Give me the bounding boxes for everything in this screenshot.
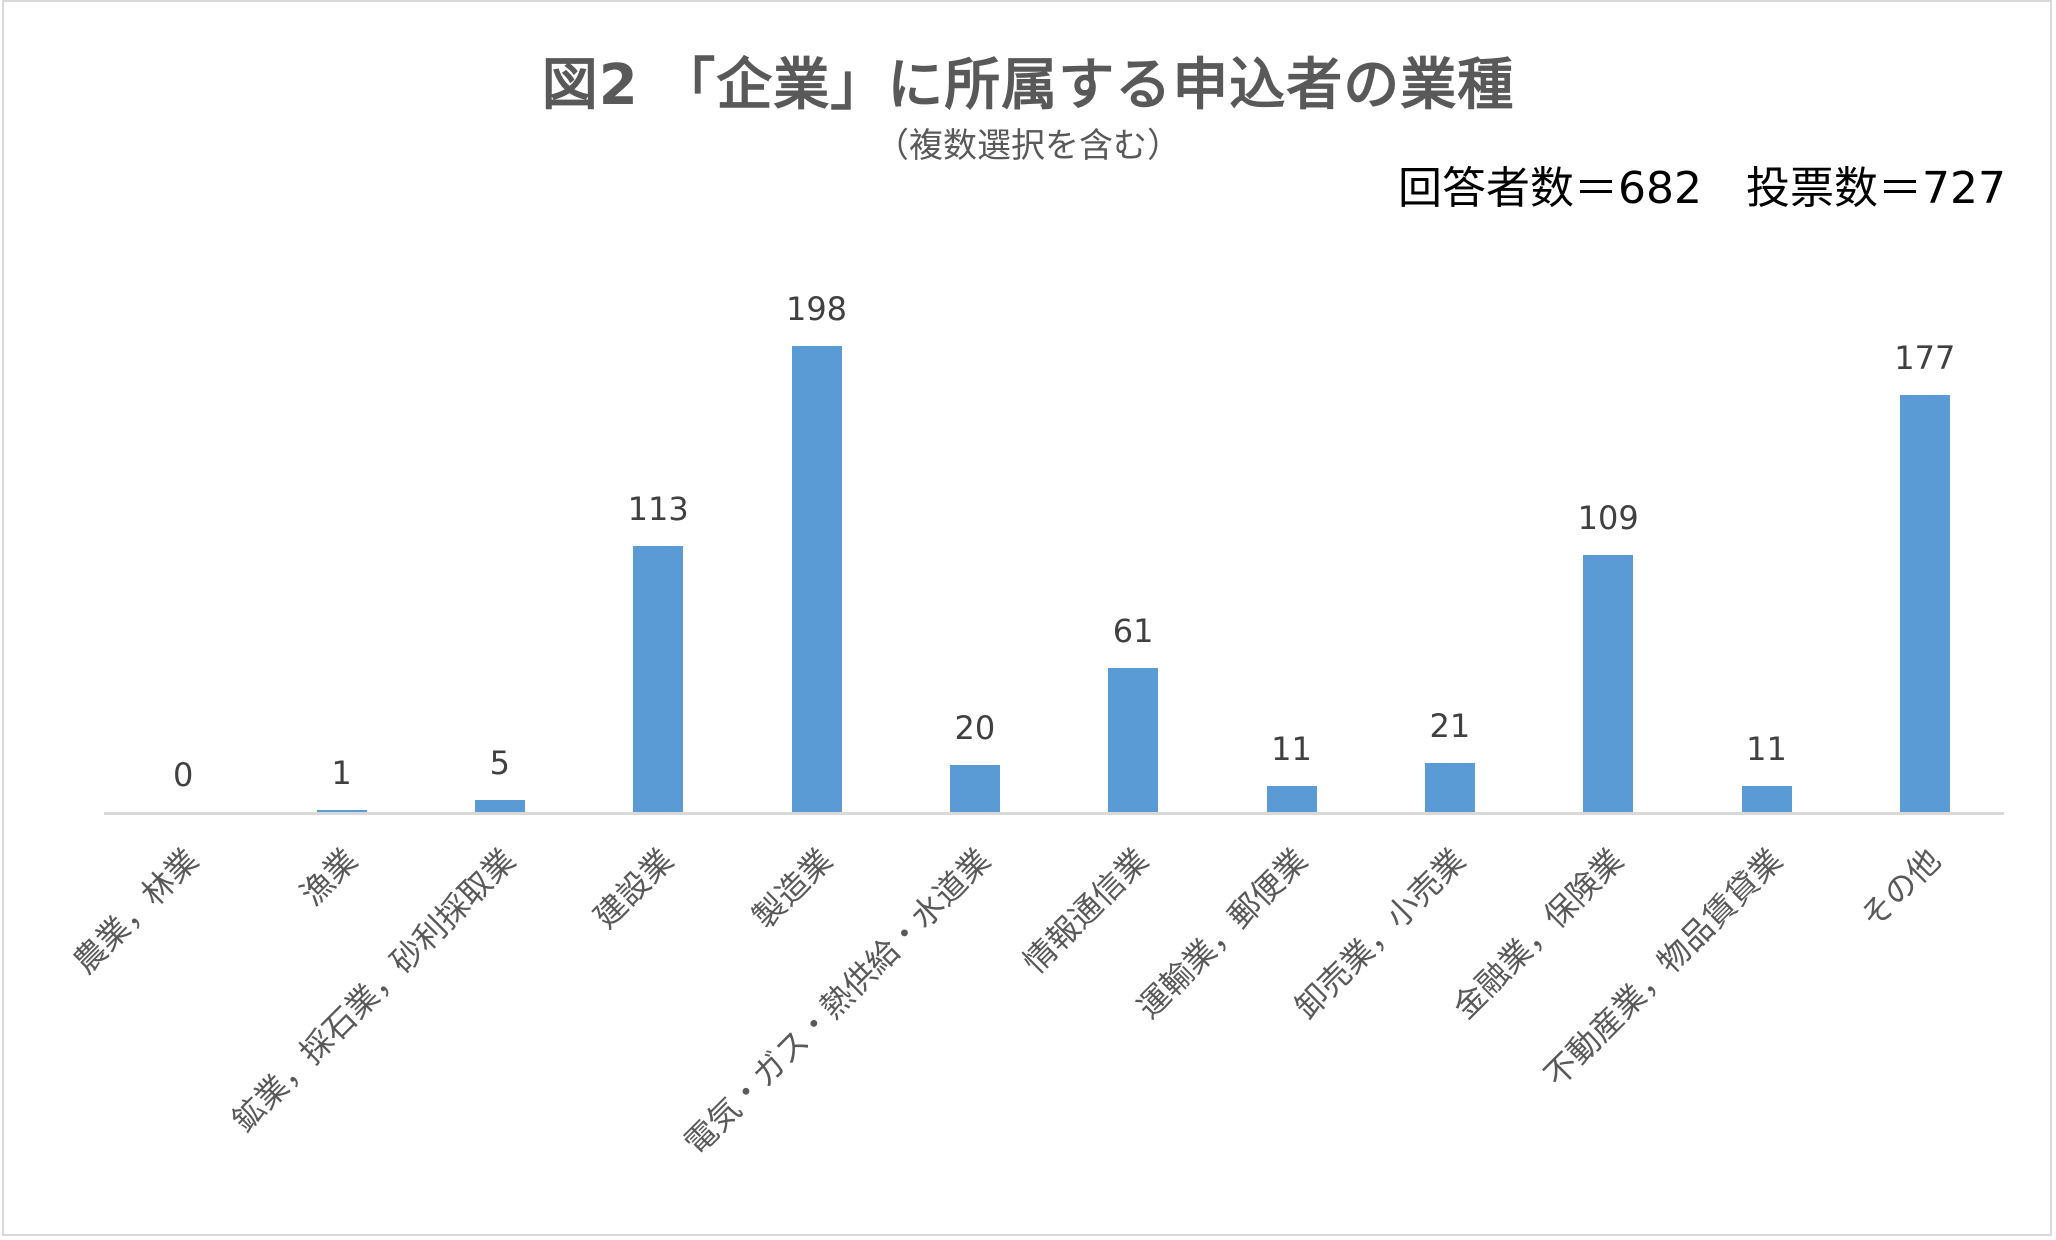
data-label: 1 xyxy=(331,753,352,792)
bar xyxy=(791,345,842,812)
bar xyxy=(316,809,367,812)
data-label: 11 xyxy=(1271,730,1312,769)
data-label: 109 xyxy=(1577,499,1639,538)
bar xyxy=(1899,395,1950,812)
data-label: 198 xyxy=(785,289,848,328)
bar xyxy=(633,545,684,812)
data-label: 177 xyxy=(1894,339,1956,378)
data-label: 11 xyxy=(1746,730,1787,769)
data-label: 61 xyxy=(1112,612,1154,651)
bar xyxy=(949,764,1000,812)
chart-title: 図2 「企業」に所属する申込者の業種 xyxy=(541,53,1515,118)
bar xyxy=(474,800,525,812)
data-label: 20 xyxy=(954,708,996,747)
data-label: 21 xyxy=(1429,706,1471,745)
bar xyxy=(1108,668,1159,812)
respondent-stats: 回答者数＝682 投票数＝727 xyxy=(1398,163,2006,214)
x-axis-line xyxy=(104,812,2004,815)
bar xyxy=(1741,786,1792,812)
data-label: 5 xyxy=(489,744,510,783)
data-label: 0 xyxy=(172,756,194,794)
bar xyxy=(1424,762,1475,812)
bar xyxy=(1266,786,1317,812)
data-label: 113 xyxy=(627,489,689,528)
bar xyxy=(1583,555,1634,812)
chart-subtitle: （複数選択を含む） xyxy=(875,126,1181,166)
